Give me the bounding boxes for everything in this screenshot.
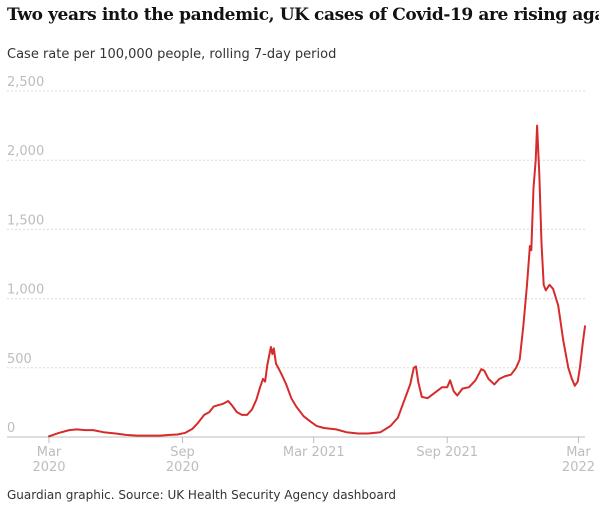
y-tick-label: 1,000	[7, 283, 44, 298]
x-tick-label: Sep	[170, 445, 195, 460]
chart-subtitle: Case rate per 100,000 people, rolling 7-…	[7, 47, 337, 62]
y-tick-label: 2,500	[7, 75, 44, 90]
x-tick-label: 2020	[32, 460, 65, 475]
x-tick-label: Mar 2021	[283, 445, 345, 460]
y-tick-label: 500	[7, 352, 32, 367]
x-tick-label: Mar	[37, 445, 62, 460]
x-tick-label: Sep 2021	[416, 445, 478, 460]
source-note: Guardian graphic. Source: UK Health Secu…	[7, 488, 397, 502]
series-line	[48, 124, 586, 438]
y-axis-tick-labels: 0 500 1,000 1,500 2,000 2,500	[7, 75, 44, 436]
x-tick-label: Mar	[566, 445, 591, 460]
y-tick-label: 0	[7, 421, 15, 436]
y-tick-label: 2,000	[7, 144, 44, 159]
x-tick-label: 2022	[562, 460, 595, 475]
data-series	[48, 124, 586, 438]
x-tick-label: 2020	[166, 460, 199, 475]
chart-title: Two years into the pandemic, UK cases of…	[7, 5, 599, 25]
grid-lines	[7, 90, 585, 438]
y-tick-label: 1,500	[7, 213, 44, 228]
